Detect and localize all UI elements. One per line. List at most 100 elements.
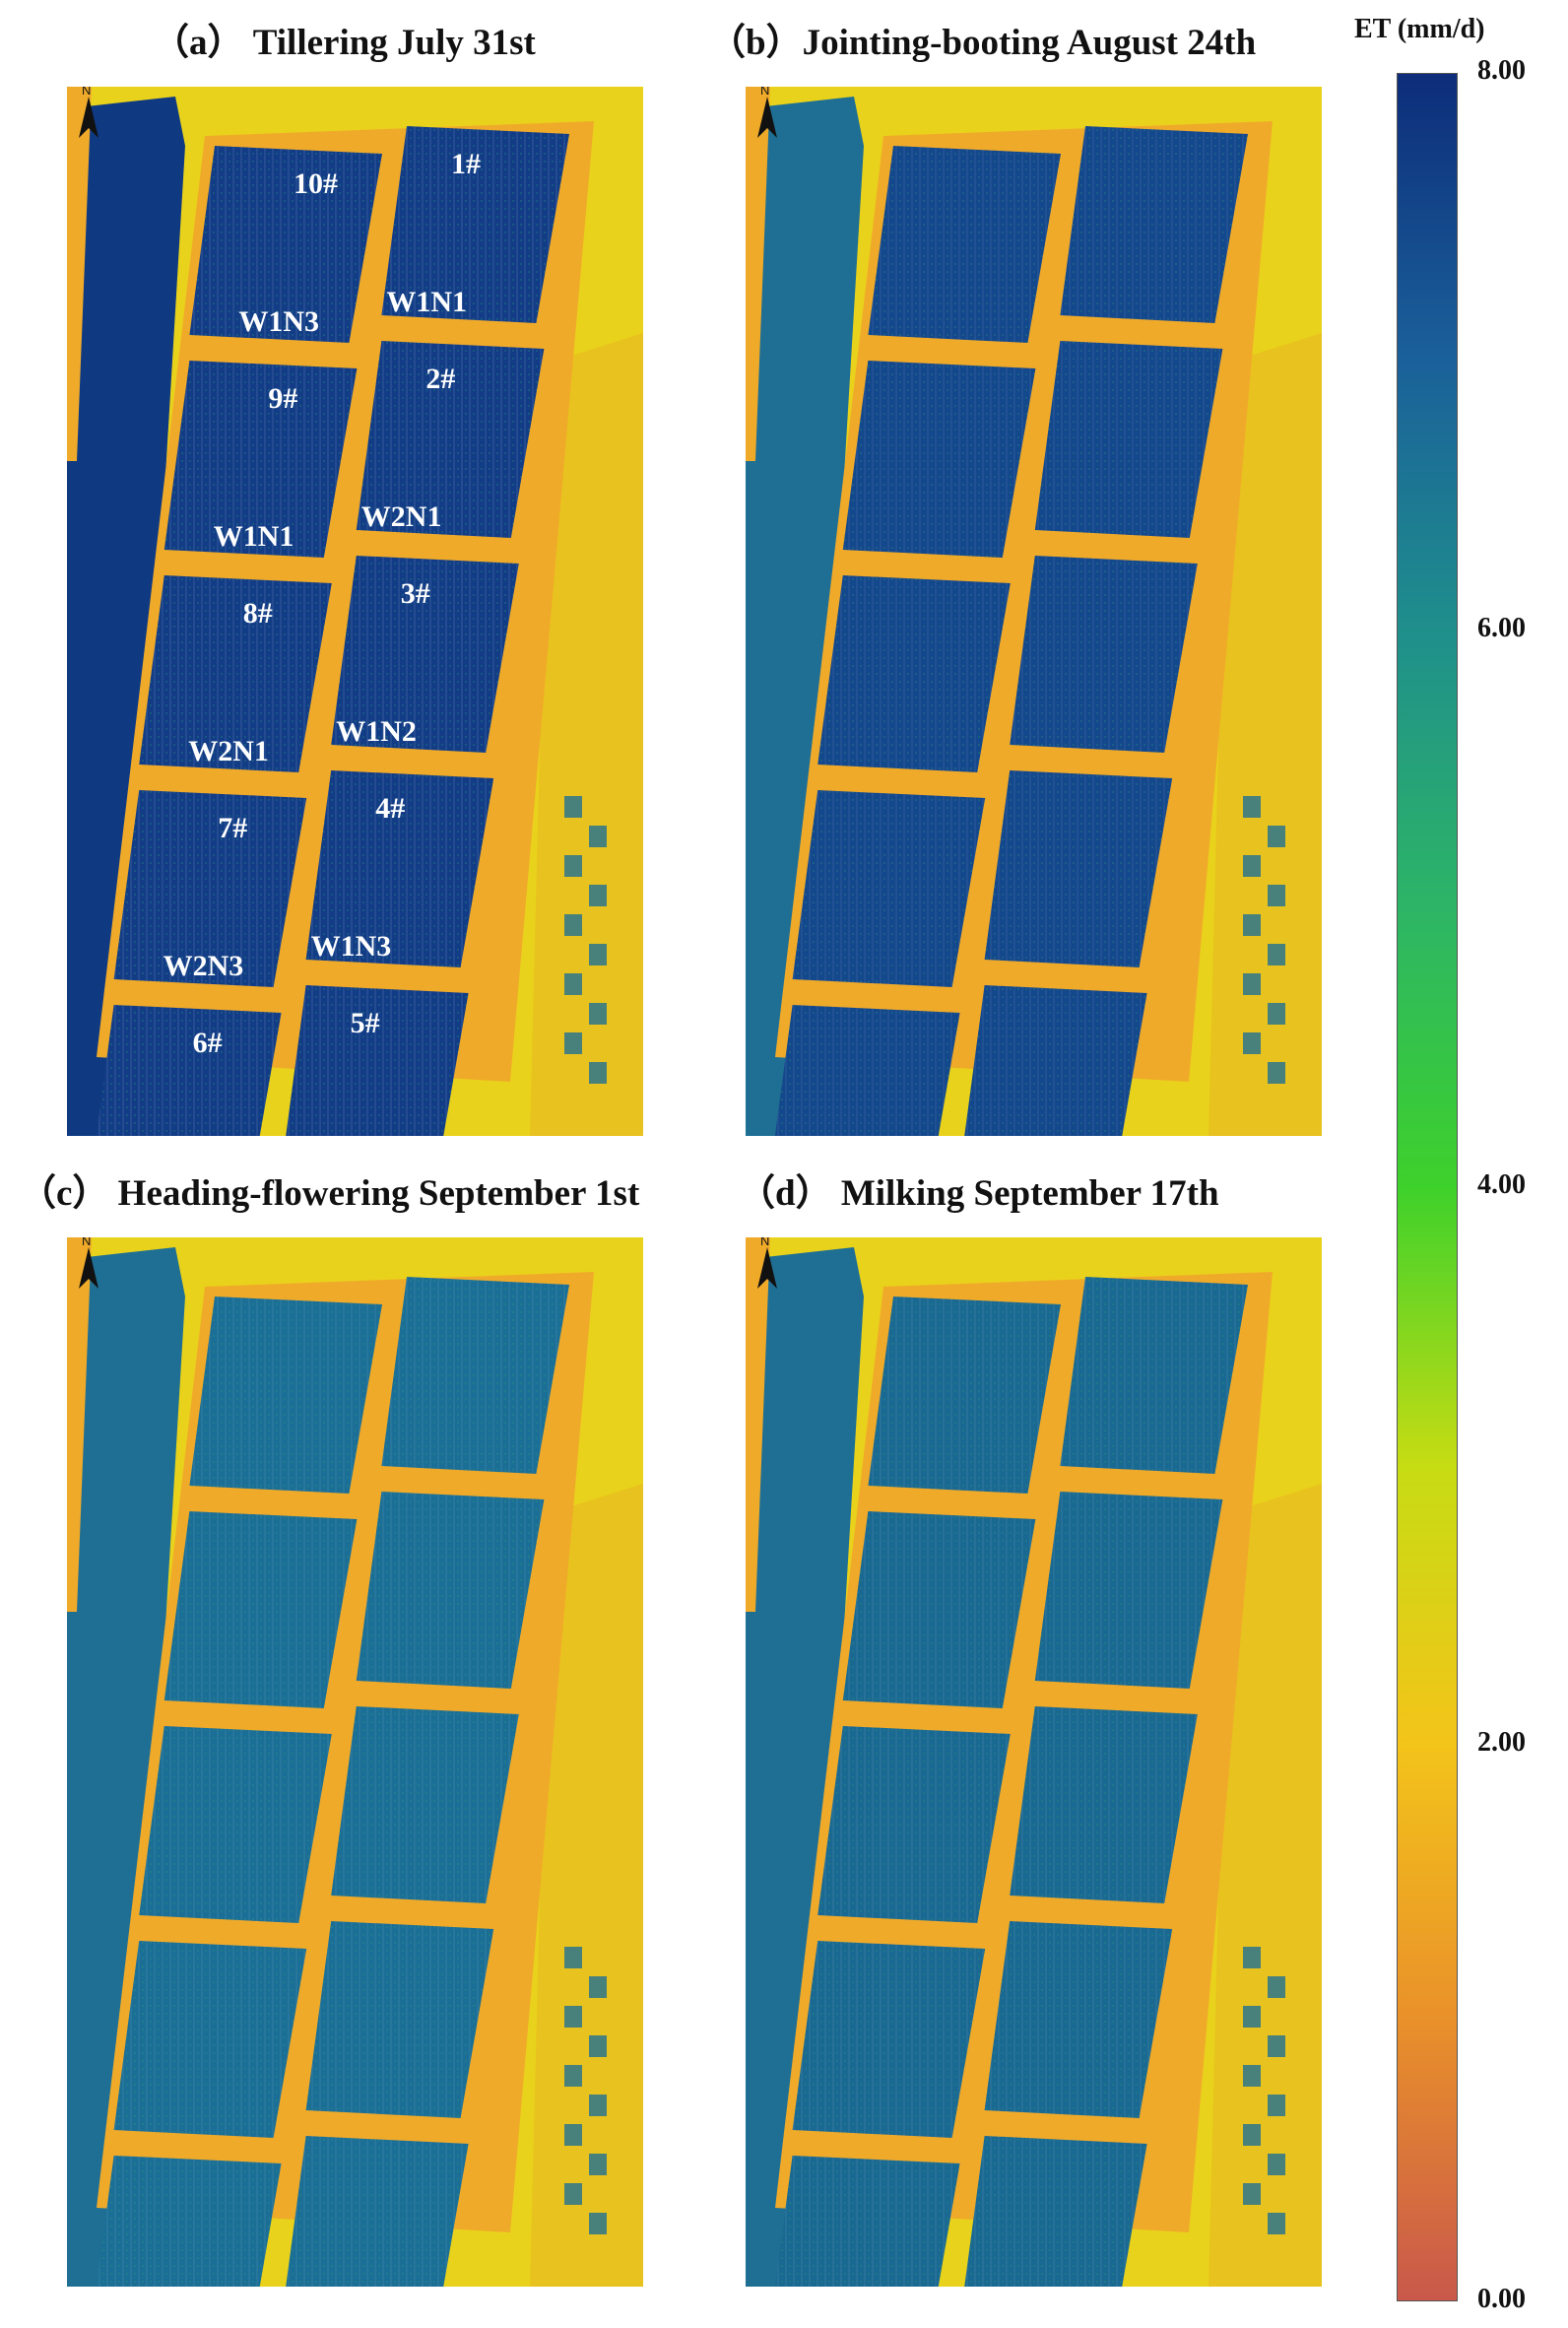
plot bbox=[817, 1726, 1011, 1923]
building-mark bbox=[589, 1976, 607, 1998]
north-arrow-icon bbox=[79, 1247, 98, 1289]
plot bbox=[774, 2156, 960, 2287]
vegetation-west bbox=[67, 97, 185, 1136]
colorbar-tick-label: 0.00 bbox=[1477, 2284, 1526, 2314]
map-panel-d: N bbox=[746, 1237, 1322, 2287]
plot bbox=[356, 341, 545, 538]
plot bbox=[286, 985, 469, 1136]
building-mark bbox=[1268, 944, 1285, 965]
plot bbox=[113, 1941, 307, 2138]
plot-number-label: 1# bbox=[451, 148, 481, 180]
plot bbox=[842, 1511, 1036, 1708]
building-mark bbox=[1243, 1947, 1261, 1968]
building-mark bbox=[1268, 2213, 1285, 2234]
panel-title-a: （a） Tillering July 31st bbox=[153, 23, 536, 63]
panel-title-c: （c） Heading-flowering September 1st bbox=[20, 1173, 640, 1214]
plot bbox=[331, 556, 519, 753]
plot-number-label: 6# bbox=[193, 1027, 223, 1059]
plot bbox=[964, 985, 1147, 1136]
building-mark bbox=[564, 2124, 582, 2146]
plot-treatment-label: W1N1 bbox=[386, 286, 467, 318]
plot bbox=[331, 1706, 519, 1903]
building-mark bbox=[1243, 2065, 1261, 2087]
building-mark bbox=[1243, 1032, 1261, 1054]
plot-number-label: 5# bbox=[351, 1007, 380, 1039]
plot bbox=[139, 1726, 332, 1923]
colorbar-tick-label: 2.00 bbox=[1477, 1726, 1526, 1758]
plot bbox=[792, 1941, 986, 2138]
plot bbox=[163, 1511, 358, 1708]
building-mark bbox=[589, 2213, 607, 2234]
plot bbox=[189, 146, 382, 343]
map-panel-c: N bbox=[67, 1237, 643, 2287]
building-mark bbox=[1243, 2006, 1261, 2028]
north-label: N bbox=[82, 1237, 91, 1248]
building-mark bbox=[589, 1062, 607, 1084]
dry-patch bbox=[746, 87, 770, 461]
north-arrow: N bbox=[79, 1237, 98, 1289]
vegetation-west bbox=[746, 97, 864, 1136]
vegetation-west bbox=[67, 1247, 185, 2287]
plot-number-label: 7# bbox=[218, 812, 247, 844]
building-mark bbox=[1268, 1003, 1285, 1025]
plot bbox=[964, 2136, 1147, 2287]
panel-title-b: （b）Jointing-booting August 24th bbox=[709, 23, 1257, 63]
plot-treatment-label: W2N1 bbox=[361, 500, 442, 533]
et-map-svg: N bbox=[746, 87, 1322, 1136]
plot bbox=[113, 790, 307, 987]
building-mark bbox=[564, 973, 582, 995]
building-mark bbox=[1268, 2095, 1285, 2116]
north-arrow: N bbox=[79, 87, 98, 138]
plot bbox=[792, 790, 986, 987]
building-mark bbox=[1243, 2183, 1261, 2205]
plot bbox=[1010, 556, 1198, 753]
plot-number-label: 2# bbox=[425, 363, 455, 395]
plot bbox=[1034, 1492, 1223, 1689]
plot-treatment-label: W1N2 bbox=[336, 715, 417, 748]
building-mark bbox=[1268, 1976, 1285, 1998]
building-mark bbox=[1243, 2124, 1261, 2146]
plot bbox=[984, 770, 1173, 967]
plot-treatment-label: W2N1 bbox=[188, 735, 269, 767]
plot-number-label: 8# bbox=[243, 597, 273, 630]
east-strip bbox=[530, 1484, 643, 2287]
building-mark bbox=[564, 1032, 582, 1054]
plot-treatment-label: W1N3 bbox=[311, 930, 392, 963]
colorbar-tick-label: 4.00 bbox=[1477, 1169, 1526, 1200]
colorbar-title: ET (mm/d) bbox=[1354, 14, 1485, 44]
building-mark bbox=[1243, 914, 1261, 936]
plot bbox=[163, 361, 358, 558]
north-label: N bbox=[82, 87, 91, 98]
plot bbox=[139, 575, 332, 772]
panel-title-d: （d） Milking September 17th bbox=[739, 1173, 1219, 1214]
plot-number-label: 10# bbox=[294, 167, 338, 200]
plot bbox=[305, 1921, 494, 2118]
plot bbox=[842, 361, 1036, 558]
dry-patch bbox=[67, 1237, 92, 1612]
north-arrow-icon bbox=[79, 97, 98, 138]
building-mark bbox=[564, 796, 582, 818]
building-mark bbox=[564, 2006, 582, 2028]
north-arrow-icon bbox=[757, 97, 777, 138]
building-mark bbox=[1268, 2035, 1285, 2057]
plot bbox=[356, 1492, 545, 1689]
plot bbox=[381, 126, 569, 323]
east-strip bbox=[1209, 1484, 1322, 2287]
building-mark bbox=[589, 2154, 607, 2175]
et-map-svg: N bbox=[746, 1237, 1322, 2287]
north-arrow: N bbox=[757, 1237, 777, 1289]
plot bbox=[1060, 1277, 1248, 1474]
dry-patch bbox=[67, 87, 92, 461]
plot-treatment-label: W1N1 bbox=[214, 520, 294, 553]
plot bbox=[774, 1005, 960, 1136]
building-mark bbox=[1268, 885, 1285, 906]
plot-treatment-label: W1N3 bbox=[238, 305, 319, 338]
building-mark bbox=[589, 885, 607, 906]
plot bbox=[817, 575, 1011, 772]
dry-patch bbox=[746, 1237, 770, 1612]
et-map-svg: N bbox=[67, 1237, 643, 2287]
plot bbox=[1010, 1706, 1198, 1903]
colorbar-tick-label: 8.00 bbox=[1477, 55, 1526, 86]
plot bbox=[1034, 341, 1223, 538]
building-mark bbox=[589, 944, 607, 965]
